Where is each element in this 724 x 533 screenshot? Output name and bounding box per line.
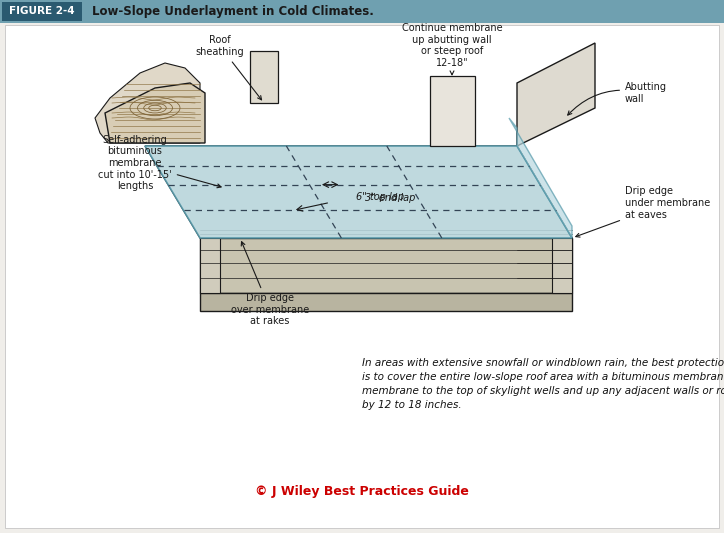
Text: 6" top lap: 6" top lap <box>356 192 404 203</box>
Polygon shape <box>200 238 572 293</box>
Bar <box>2 2 82 21</box>
Text: Continue membrane
up abutting wall
or steep roof
12-18": Continue membrane up abutting wall or st… <box>402 23 502 75</box>
Text: Low-Slope Underlayment in Cold Climates.: Low-Slope Underlayment in Cold Climates. <box>92 5 374 18</box>
Text: 3" end lap: 3" end lap <box>365 192 415 203</box>
Text: Roof
sheathing: Roof sheathing <box>195 35 261 100</box>
Polygon shape <box>517 146 572 293</box>
Polygon shape <box>509 118 572 238</box>
Polygon shape <box>145 146 572 238</box>
Polygon shape <box>200 293 572 311</box>
Polygon shape <box>552 238 572 293</box>
Polygon shape <box>517 43 595 146</box>
Polygon shape <box>105 83 205 143</box>
Bar <box>250 51 278 103</box>
Text: Drip edge
over membrane
at rakes: Drip edge over membrane at rakes <box>231 241 309 326</box>
Polygon shape <box>517 146 572 293</box>
Text: Self-adhering
bituminous
membrane
cut into 10'-15'
lengths: Self-adhering bituminous membrane cut in… <box>98 135 221 191</box>
Text: © J Wiley Best Practices Guide: © J Wiley Best Practices Guide <box>255 485 469 498</box>
Bar <box>0 0 724 23</box>
Text: In areas with extensive snowfall or windblown rain, the best protection against : In areas with extensive snowfall or wind… <box>362 358 724 410</box>
Text: Abutting
wall: Abutting wall <box>568 82 667 115</box>
Polygon shape <box>200 238 220 293</box>
Polygon shape <box>145 146 572 238</box>
Polygon shape <box>95 63 200 143</box>
Bar <box>430 76 475 146</box>
Text: FIGURE 2-4: FIGURE 2-4 <box>9 6 75 17</box>
Text: Drip edge
under membrane
at eaves: Drip edge under membrane at eaves <box>576 187 710 237</box>
